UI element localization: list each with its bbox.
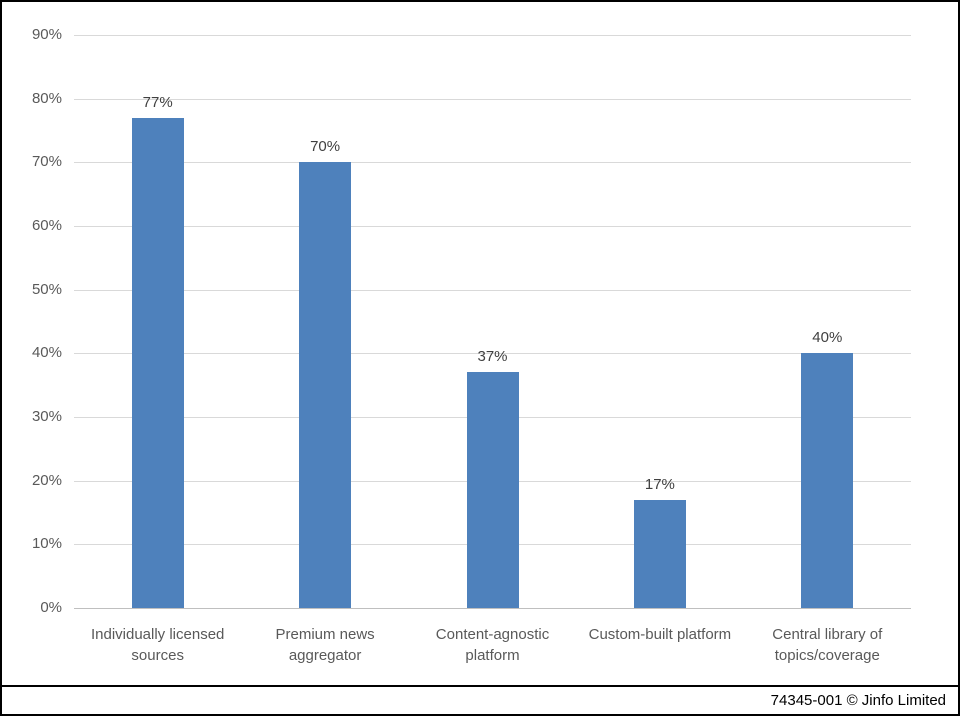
y-axis-tick-label: 80% bbox=[31, 89, 62, 107]
bar-value-label: 17% bbox=[644, 475, 675, 493]
gridline bbox=[74, 353, 911, 355]
x-axis-category-label: Premium news aggregator bbox=[275, 626, 375, 664]
x-axis-category-label: Custom-built platform bbox=[588, 626, 732, 643]
gridline bbox=[74, 226, 911, 227]
bar bbox=[801, 353, 854, 608]
bar bbox=[299, 162, 352, 608]
bar-value-label: 40% bbox=[812, 329, 843, 347]
x-axis-category-label: Content-agnostic platform bbox=[435, 626, 550, 664]
gridline bbox=[74, 162, 911, 164]
y-axis-tick-label: 90% bbox=[31, 26, 62, 43]
y-axis-tick-label: 20% bbox=[31, 471, 62, 489]
gridline bbox=[74, 35, 911, 36]
footer-bar: 74345-001 © Jinfo Limited bbox=[2, 685, 958, 714]
gridline bbox=[74, 608, 911, 609]
y-axis-tick-label: 40% bbox=[31, 344, 62, 362]
bar-value-label: 70% bbox=[310, 138, 341, 156]
x-axis-category-label: Individually licensed sources bbox=[90, 626, 225, 664]
y-axis-tick-label: 10% bbox=[31, 535, 62, 553]
y-axis-tick-label: 50% bbox=[31, 280, 62, 298]
bar-value-label: 37% bbox=[477, 348, 508, 366]
y-axis-tick-label: 0% bbox=[40, 599, 62, 616]
bar bbox=[131, 117, 184, 608]
gridline bbox=[74, 98, 911, 100]
gridline bbox=[74, 289, 911, 291]
bar bbox=[633, 499, 686, 608]
y-axis-tick-label: 70% bbox=[31, 153, 62, 171]
bar bbox=[466, 372, 519, 608]
bar-value-label: 77% bbox=[142, 93, 173, 111]
footer-credit: 74345-001 © Jinfo Limited bbox=[770, 692, 946, 709]
y-axis-tick-label: 30% bbox=[31, 408, 62, 425]
x-axis-category-label: Central library of topics/coverage bbox=[772, 626, 883, 664]
y-axis-tick-label: 60% bbox=[31, 217, 62, 234]
